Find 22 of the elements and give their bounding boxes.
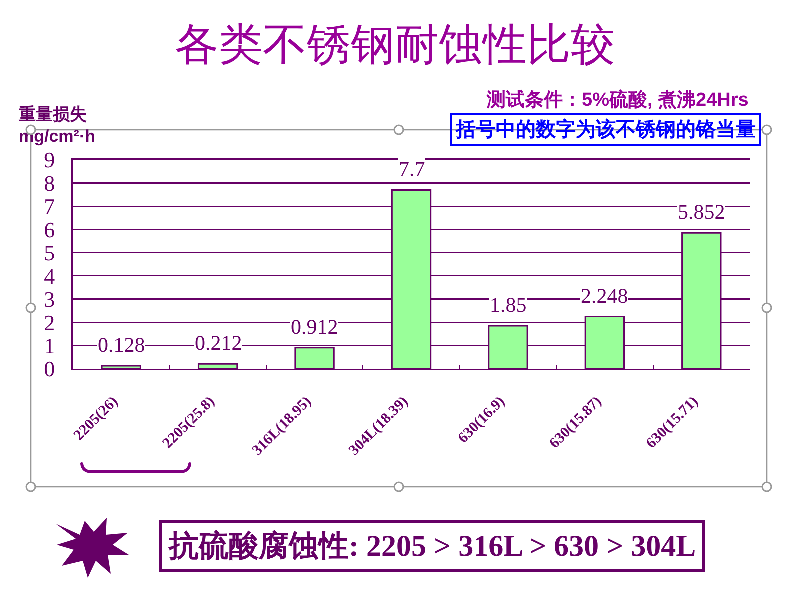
y-tick-label: 2 — [44, 310, 56, 336]
data-label: 0.128 — [98, 333, 146, 357]
y-tick-label: 0 — [44, 356, 56, 382]
y-tick-label: 4 — [44, 264, 56, 289]
data-label: 1.85 — [490, 293, 527, 317]
chart-title: 各类不锈钢耐蚀性比较 — [175, 20, 615, 70]
data-label: 0.212 — [195, 331, 242, 355]
data-label: 7.7 — [399, 157, 426, 181]
y-tick-label: 7 — [44, 194, 56, 220]
y-tick-label: 5 — [44, 240, 56, 266]
y-tick-label: 6 — [44, 217, 56, 242]
text: 测试条件：5%硫酸, 煮沸24Hrs — [486, 89, 749, 111]
data-label: 0.912 — [291, 315, 338, 339]
y-tick-label: 3 — [44, 287, 56, 312]
y-tick-label: 9 — [44, 148, 56, 173]
data-label: 2.248 — [581, 284, 628, 308]
y-tick-label: 8 — [44, 170, 56, 196]
text: 括号中的数字为该不锈钢的铬当量 — [455, 118, 756, 141]
text: 抗硫酸腐蚀性: 2205 > 316L > 630 > 304L — [168, 529, 696, 563]
data-label: 5.852 — [678, 200, 726, 224]
y-tick-label: 1 — [44, 333, 56, 358]
y-axis-title: 重量损失 mg/cm²·h — [18, 105, 96, 146]
